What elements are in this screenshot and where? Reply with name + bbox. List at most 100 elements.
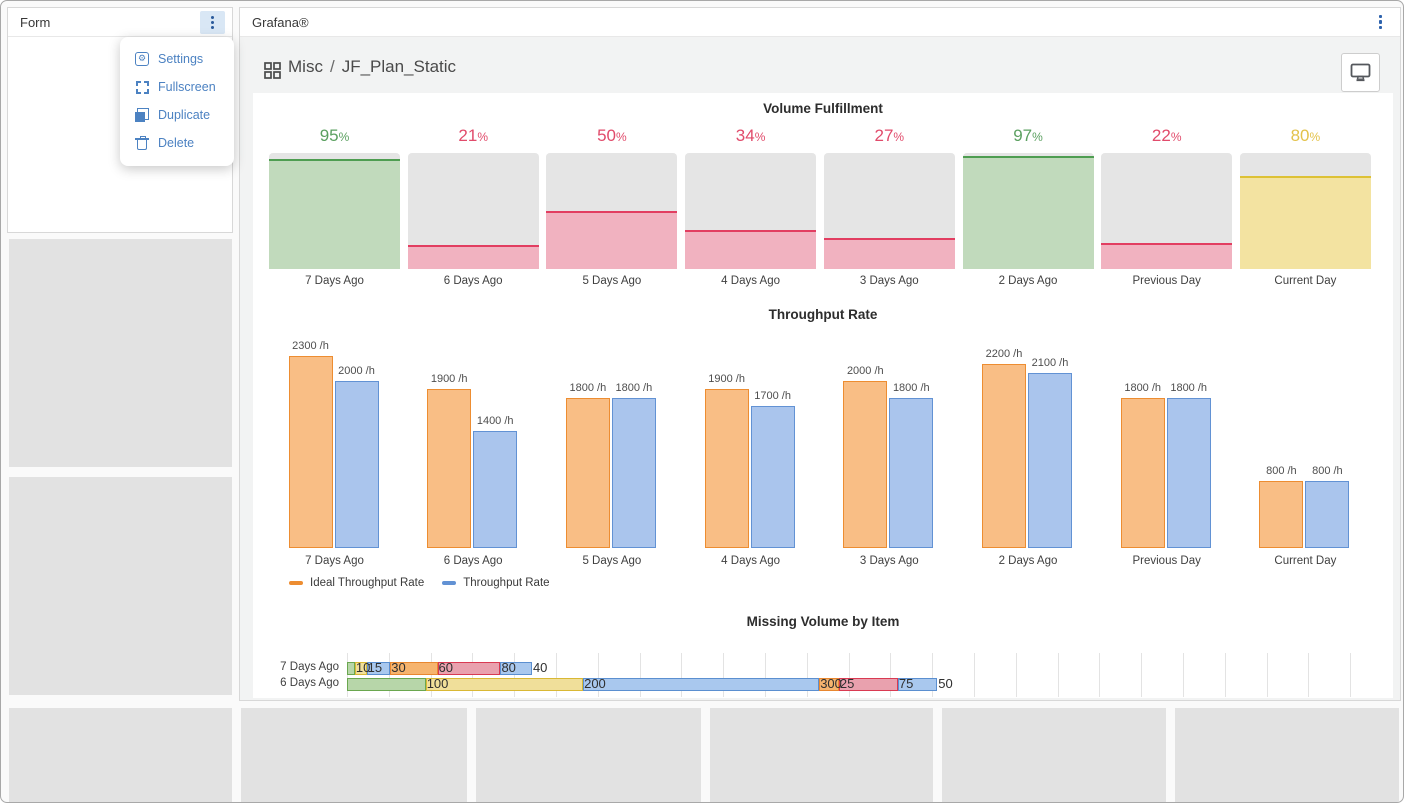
missing-volume-chart: 7 Days Ago 10 15 30 60 80 40 6 Days Ago 100 200 30… [253,93,1393,698]
volume-track [1101,153,1233,269]
form-panel-kebab-button[interactable] [200,10,225,34]
stacked-segment [838,678,898,691]
bar-value-label: 1800 /h [892,382,930,394]
percent-label: 50% [597,126,627,145]
placeholder-panel [9,239,232,467]
bar-value-label: 1900 /h [430,373,468,385]
ideal-throughput-bar [427,389,472,548]
stacked-segment [425,678,584,691]
percent-label: 95% [319,126,350,145]
duplicate-icon [135,108,149,122]
gridline [1057,653,1059,697]
row-label: 6 Days Ago [280,677,339,689]
gridline [556,653,557,697]
panel-context-menu: ⚙ Settings Fullscreen Duplicate Delete [120,37,234,166]
stacked-segment [500,662,532,675]
category-label: Current Day [1274,555,1337,567]
segment-value-label: 200 [584,676,606,691]
throughput-rate-chart: 2300 /h 2000 /h 1900 /h 1400 /h 1800 /h 1800 … [253,333,1393,548]
gridline [430,653,432,697]
ideal-throughput-bar [565,398,610,548]
volume-column: 22% Previous Day [1101,93,1233,293]
gridline [1308,653,1310,697]
volume-column: 21% 6 Days Ago [407,93,539,293]
kebab-icon [1378,14,1383,30]
volume-track [685,153,817,269]
fullscreen-icon [135,80,149,94]
gridline [723,653,725,697]
volume-fill [962,156,1094,269]
legend-item-ideal-throughput[interactable]: Ideal Throughput Rate [289,577,424,589]
stacked-segment [583,678,820,691]
volume-column: 50% 5 Days Ago [546,93,678,293]
segment-value-label: 25 [839,676,855,691]
bar-value-label: 1800 /h [569,382,607,394]
chart-title-missing-volume: Missing Volume by Item [746,614,900,629]
tv-mode-button[interactable] [1341,53,1380,92]
gridline [597,653,599,697]
menu-item-label: Fullscreen [158,80,216,94]
segment-value-label: 80 [501,660,516,675]
gridline [514,653,516,697]
gridline [472,653,474,697]
legend-item-throughput[interactable]: Throughput Rate [442,577,550,589]
bar-value-label: 1800 /h [1124,382,1162,394]
bar-value-label: 1800 /h [1170,382,1208,394]
segment-value-label: 60 [438,660,453,675]
segment-value-label: 75 [898,676,914,691]
category-label: 5 Days Ago [582,275,642,287]
grafana-panel-title: Grafana® [252,14,309,30]
gridline [1266,653,1268,697]
category-label: 3 Days Ago [859,555,919,567]
throughput-bar [611,398,656,548]
placeholder-panel [1175,708,1399,802]
menu-item-delete[interactable]: Delete [120,129,234,157]
bar-value-label: 800 /h [1266,465,1297,477]
stacked-segment [354,662,367,675]
volume-fill [407,244,539,269]
category-label: Previous Day [1132,555,1201,567]
throughput-bar [750,406,795,548]
percent-label: 27% [874,126,905,145]
stacked-segment [347,678,426,691]
dashboard-header: Misc / JF_Plan_Static [240,37,1400,93]
breadcrumb-separator: / [329,57,335,76]
bar-value-label: 2000 /h [338,365,375,377]
menu-item-label: Delete [158,136,195,150]
gridline [1183,653,1184,697]
throughput-bar [1166,398,1211,548]
bar-value-label: 1700 /h [754,390,791,402]
breadcrumb-folder[interactable]: Misc [288,57,323,76]
stacked-segment [819,678,839,691]
throughput-bar [473,431,518,548]
volume-fill [546,211,678,269]
volume-fill [685,229,817,269]
chart-legend: Ideal Throughput Rate Throughput Rate [289,577,550,589]
form-panel-title: Form [20,14,51,30]
volume-fill [823,237,955,269]
bar-value-label: 1900 /h [708,373,745,385]
menu-item-label: Settings [158,52,204,66]
stacked-segment [366,662,391,675]
gridline [765,653,766,697]
charts-card: Volume Fulfillment 95% 7 Days Ago 21% 6 Day… [253,93,1393,698]
menu-item-settings[interactable]: ⚙ Settings [120,45,234,73]
menu-item-fullscreen[interactable]: Fullscreen [120,73,234,101]
volume-column: 97% 2 Days Ago [962,93,1094,293]
gridline [639,653,641,697]
stacked-segment [437,662,501,675]
percent-label: 21% [458,126,488,145]
category-label: 7 Days Ago [305,555,364,567]
grafana-panel: Grafana® Misc / JF_Plan_Static [239,7,1401,701]
category-label: 6 Days Ago [443,555,503,567]
segment-value-label: 30 [391,660,406,675]
legend-label: Ideal Throughput Rate [310,577,425,589]
kebab-icon [211,15,214,29]
category-label: 7 Days Ago [305,275,364,287]
volume-column: 95% 7 Days Ago [269,93,400,293]
percent-label: 34% [735,126,766,145]
menu-item-duplicate[interactable]: Duplicate [120,101,234,129]
percent-label: 22% [1151,126,1182,145]
grafana-panel-kebab-button[interactable] [1368,11,1393,34]
chart-title-volume: Volume Fulfillment [763,101,883,116]
